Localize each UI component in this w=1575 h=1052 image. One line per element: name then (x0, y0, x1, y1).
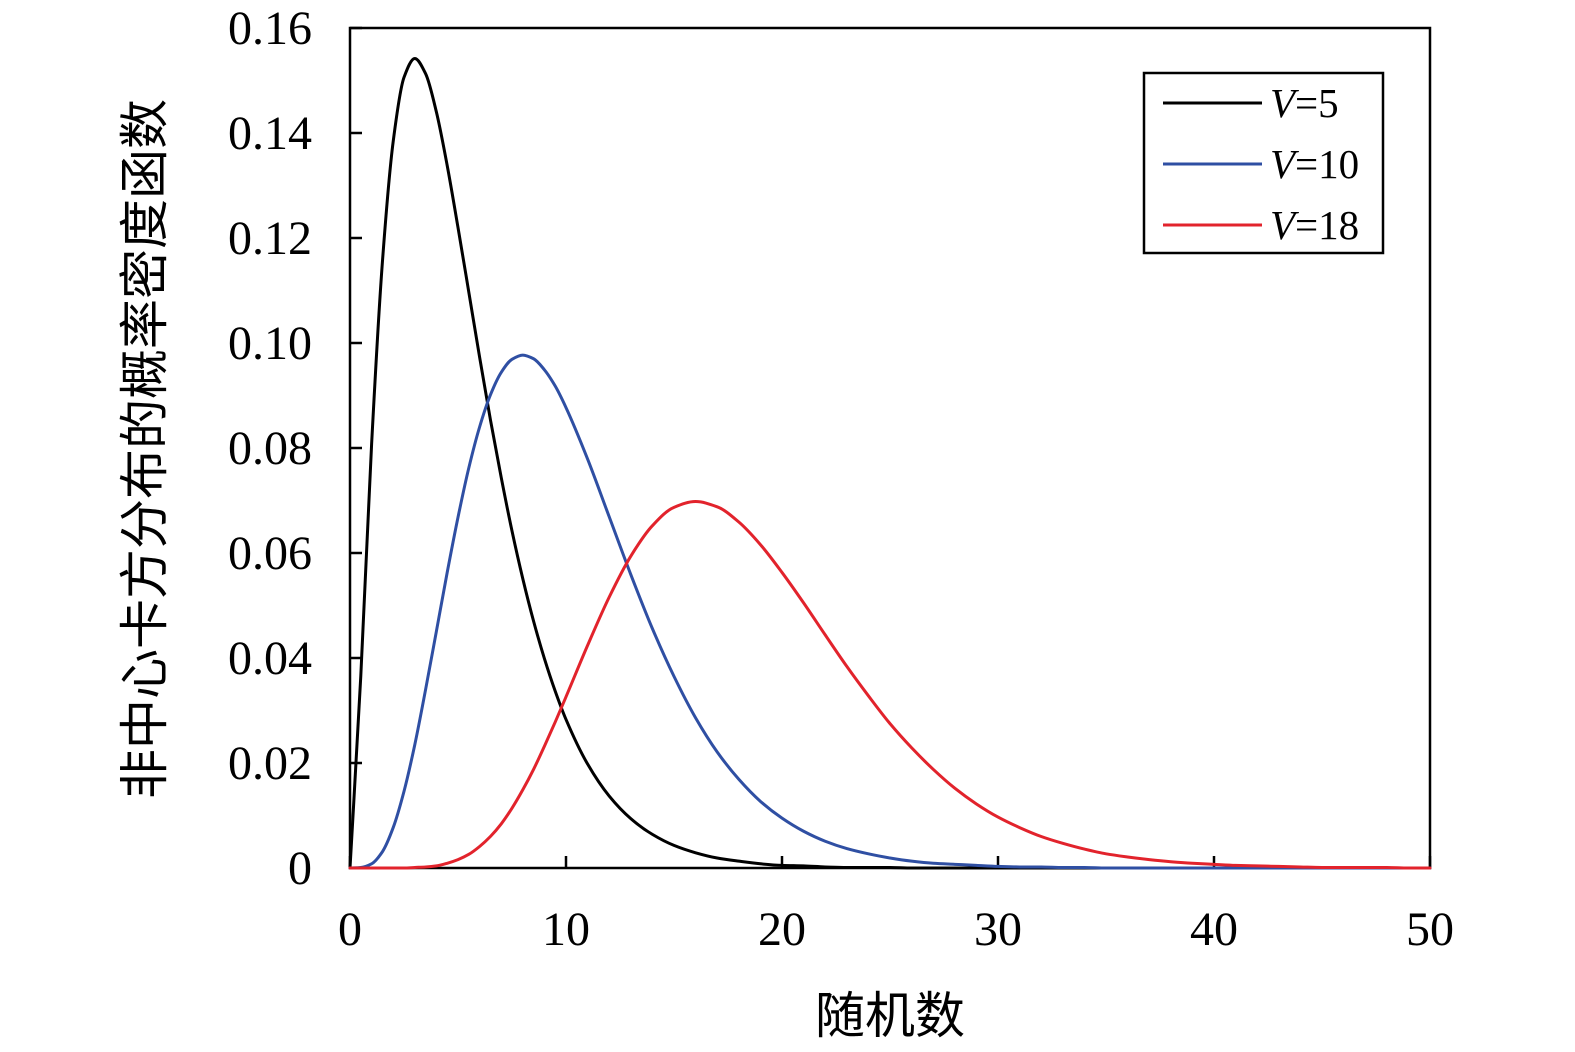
series-line-v18 (348, 500, 1432, 870)
series-line-v10 (348, 353, 1432, 870)
legend-label: V=10 (1270, 141, 1359, 187)
legend-label: V=5 (1270, 80, 1339, 126)
y-tick-label: 0.08 (228, 422, 312, 475)
y-tick-label: 0.06 (228, 527, 312, 580)
y-axis: 0 0.02 0.04 0.06 0.08 0.10 0.12 0.14 0.16 (228, 2, 362, 895)
x-tick-label: 30 (974, 903, 1022, 956)
y-axis-label: 非中心卡方分布的概率密度函数 (117, 99, 173, 799)
legend-item-v10: V=10 (1163, 141, 1359, 187)
x-tick-label: 50 (1406, 903, 1454, 956)
legend-item-v5: V=5 (1163, 80, 1339, 126)
y-tick-label: 0.04 (228, 632, 312, 685)
y-tick-label: 0.14 (228, 107, 312, 160)
y-tick-label: 0.02 (228, 737, 312, 790)
legend-item-v18: V=18 (1163, 202, 1359, 248)
x-tick-label: 40 (1190, 903, 1238, 956)
y-tick-label: 0.16 (228, 2, 312, 55)
y-tick-label: 0.10 (228, 317, 312, 370)
series-layer (348, 56, 1432, 870)
x-axis-label: 随机数 (815, 988, 965, 1044)
y-tick-label: 0.12 (228, 212, 312, 265)
legend-label: V=18 (1270, 202, 1359, 248)
x-tick-label: 0 (338, 903, 362, 956)
x-tick-label: 20 (758, 903, 806, 956)
legend: V=5 V=10 V=18 (1142, 71, 1385, 255)
x-tick-label: 10 (542, 903, 590, 956)
y-tick-label: 0 (288, 842, 312, 895)
x-axis: 0 10 20 30 40 50 (338, 856, 1454, 956)
